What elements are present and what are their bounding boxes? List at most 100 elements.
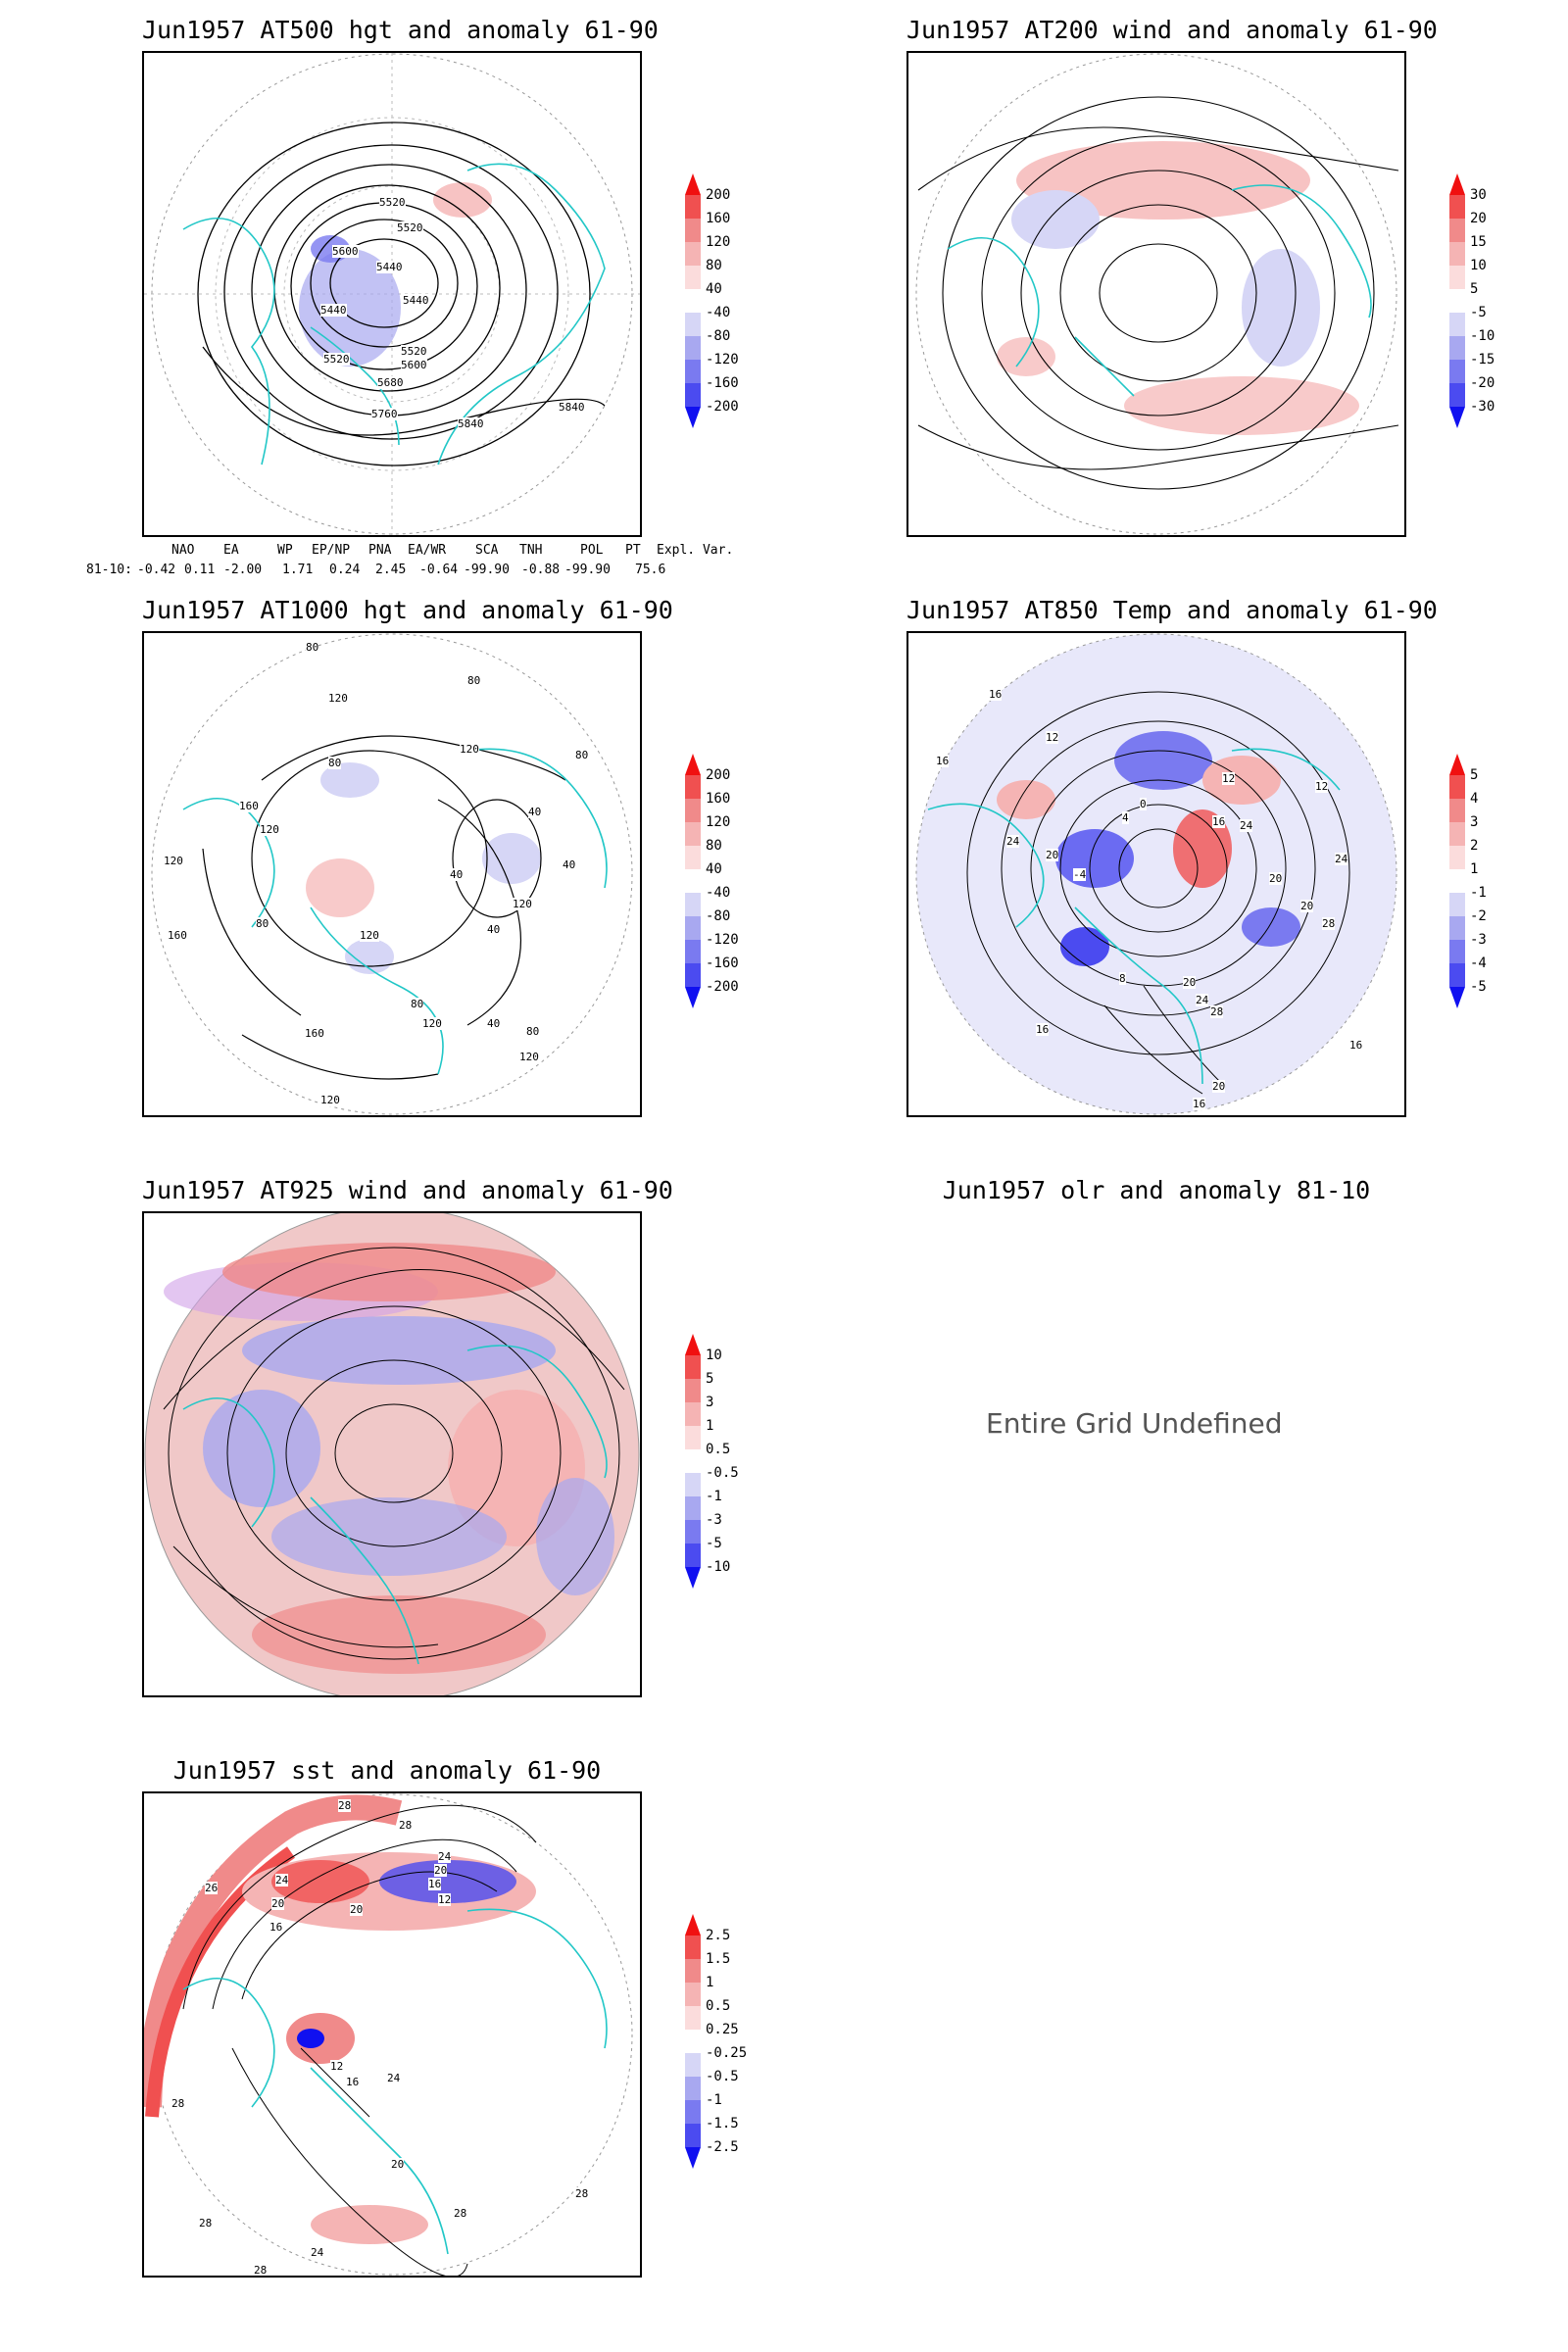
contour-label: 5440 [320,304,347,317]
colorbar-segment [685,1983,701,2006]
colorbar-segment [685,1355,701,1379]
colorbar-label: -3 [1470,932,1487,948]
colorbar-label: 40 [706,861,722,877]
index-value: 0.24 [329,563,361,577]
contour-label: 28 [454,2207,467,2220]
colorbar-label: 2 [1470,838,1479,854]
colorbar-label: -40 [706,885,731,901]
colorbar: 200 160 120 80 40 -40 -80 -120 -160 -200 [684,172,739,433]
colorbar: 10 5 3 1 0.5 -0.5 -1 -3 -5 -10 [684,1333,739,1593]
colorbar-segment [685,2053,701,2077]
colorbar-label: 10 [706,1348,722,1363]
contour-label: 120 [513,898,532,910]
index-value: -0.64 [419,563,459,577]
colorbar-label: -120 [706,932,739,948]
index-header: EA [223,543,239,558]
colorbar-segment [685,336,701,360]
colorbar-label: 5 [1470,281,1479,297]
contour-label: 5520 [323,353,350,366]
colorbar-label: -4 [1470,956,1487,971]
colorbar-label: 0.25 [706,2022,739,2037]
colorbar-segment [685,242,701,266]
contour-label: 20 [1269,872,1283,885]
index-value: 0.11 [184,563,216,577]
colorbar-segment [685,2030,701,2053]
colorbar-label: -15 [1470,352,1495,368]
map-panel-at850: 16 12 16 20 24 0 4 -4 8 12 16 20 24 28 2… [906,631,1406,1117]
colorbar-segment [685,1426,701,1449]
colorbar-label: -2 [1470,908,1487,924]
colorbar-label: -10 [1470,328,1495,344]
colorbar-segment [685,1914,701,1936]
colorbar-segment [1449,313,1465,336]
contour-label: 80 [256,917,270,930]
colorbar-segment [685,1496,701,1520]
index-header: POL [580,543,604,558]
contour-label: 80 [575,749,589,761]
contour-label: 20 [1212,1080,1226,1093]
index-values: 81-10: -0.42 0.11 -2.00 1.71 0.24 2.45 -… [86,563,713,578]
colorbar-label: 80 [706,838,722,854]
contour-label: 28 [199,2217,213,2230]
colorbar-segment [1449,336,1465,360]
index-row-label: 81-10: [86,563,132,577]
colorbar-label: -30 [1470,399,1495,415]
colorbar-segment [685,940,701,963]
contour-label: 5760 [371,408,398,420]
colorbar-label: 1 [706,1418,714,1434]
colorbar-label: -3 [706,1512,722,1528]
colorbar-label: 0.5 [706,1442,731,1457]
colorbar-segment [685,2124,701,2147]
colorbar-label: -1.5 [706,2116,739,2132]
index-value: 1.71 [282,563,314,577]
contour-label: 20 [350,1903,364,1916]
colorbar-segment [1449,266,1465,289]
colorbar-label: 5 [1470,767,1479,783]
panel-title: Jun1957 olr and anomaly 81-10 [942,1176,1371,1204]
colorbar-label: 20 [1470,211,1487,226]
colorbar-label: -200 [706,979,739,995]
index-value: -0.88 [521,563,561,577]
colorbar-segment [685,869,701,893]
map-panel-at500: 5520 5520 5600 5440 5440 5440 5520 5600 … [142,51,642,537]
index-value: -99.90 [564,563,611,577]
colorbar-segment [685,360,701,383]
colorbar-segment [685,1449,701,1473]
colorbar-label: 40 [706,281,722,297]
colorbar-segment [685,775,701,799]
contour-label: 40 [487,1017,501,1030]
colorbar-segment [1449,869,1465,893]
contour-label: 12 [1222,772,1236,785]
colorbar-segment [685,313,701,336]
polar-map [144,1213,640,1695]
contour-label: 28 [254,2264,268,2277]
contour-label: 24 [438,1850,452,1863]
colorbar-segment [685,822,701,846]
contour-label: 120 [260,823,279,836]
colorbar-segment [1449,289,1465,313]
contour-label: 120 [320,1094,340,1106]
contour-label: 24 [1240,819,1253,832]
index-value: -0.42 [137,563,176,577]
colorbar-segment [1449,754,1465,775]
contour-label: 40 [450,868,464,881]
contour-label: 20 [391,2158,405,2171]
contour-label: 16 [346,2076,360,2088]
contour-label: 20 [271,1897,285,1910]
colorbar-label: 120 [706,814,731,830]
colorbar-svg [685,173,701,428]
colorbar-segment [1449,963,1465,987]
colorbar-label: 4 [1470,791,1479,807]
contour-label: 160 [305,1027,324,1040]
colorbar-segment [1449,195,1465,219]
contour-label: 5680 [377,376,404,389]
colorbar-label: 1 [706,1975,714,1990]
contour-label: 20 [1183,976,1197,989]
colorbar-segment [685,2006,701,2030]
contour-label: 28 [338,1799,352,1812]
index-header: WP [277,543,293,558]
colorbar-svg [685,754,701,1008]
contour-label: 12 [330,2060,344,2073]
colorbar-segment [1449,219,1465,242]
colorbar-label: -0.25 [706,2045,748,2061]
